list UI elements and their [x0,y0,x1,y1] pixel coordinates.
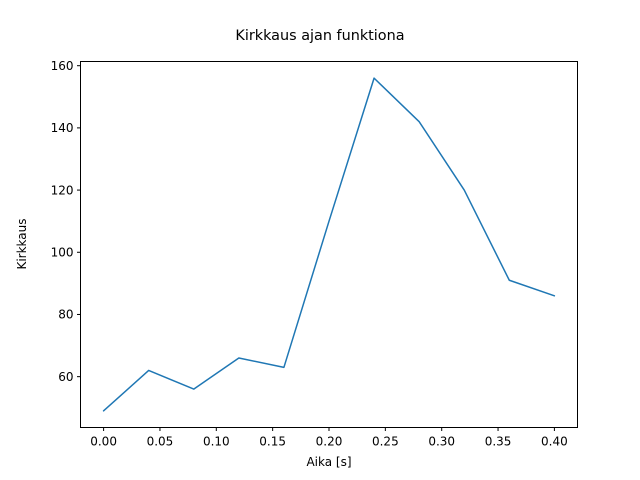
x-tick-label: 0.00 [90,435,117,449]
chart-title: Kirkkaus ajan funktiona [235,28,405,44]
x-tick-label: 0.35 [485,435,512,449]
x-axis-label: Aika [s] [306,455,351,469]
x-tick-label: 0.40 [541,435,568,449]
y-tick-label: 100 [51,245,74,259]
x-tick-label: 0.10 [203,435,230,449]
x-tick-label: 0.20 [316,435,343,449]
y-tick-label: 140 [51,121,74,135]
x-tick-label: 0.15 [259,435,286,449]
y-axis-label: Kirkkaus [15,218,29,269]
y-tick-label: 160 [51,59,74,73]
x-tick-label: 0.25 [372,435,399,449]
data-series-line [102,77,556,412]
x-tick-label: 0.05 [147,435,174,449]
y-tick-label: 80 [58,308,73,322]
y-axis-ticks: 60 80 100 120 140 160 [51,59,81,384]
x-axis-ticks: 0.00 0.05 0.10 0.15 0.20 0.25 0.30 0.35 0.40 [90,427,568,449]
y-tick-label: 60 [58,370,73,384]
x-tick-label: 0.30 [428,435,455,449]
y-tick-label: 120 [51,183,74,197]
